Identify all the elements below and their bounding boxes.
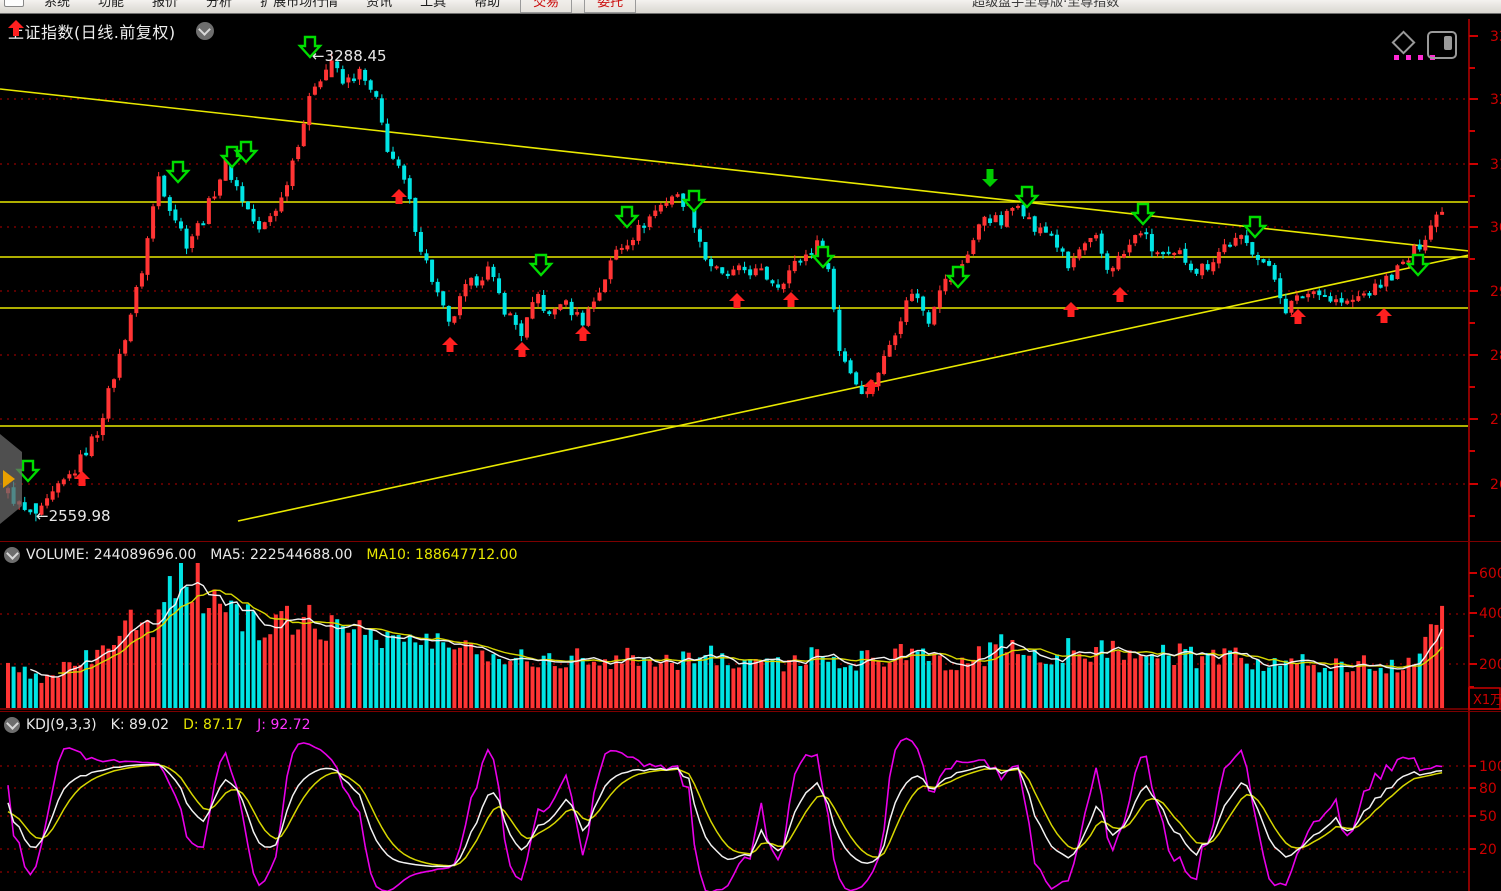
volume-header: VOLUME: 244089696.00 MA5: 222544688.00 M…: [4, 545, 531, 565]
svg-text:X1万: X1万: [1473, 693, 1501, 708]
menu-item-system[interactable]: 系统: [44, 0, 71, 10]
menu-item-help[interactable]: 帮助: [474, 0, 501, 10]
kdj-chart[interactable]: 100 80 50 20: [0, 712, 1501, 891]
kdj-collapse-icon[interactable]: [4, 717, 20, 733]
app-icon[interactable]: [4, 0, 24, 7]
menu-item-tools[interactable]: 工具: [420, 0, 447, 10]
svg-text:2700: 2700: [1490, 412, 1501, 428]
j-label: J:: [257, 717, 266, 733]
diamond-icon[interactable]: [1391, 30, 1416, 55]
svg-text:3200: 3200: [1490, 92, 1501, 108]
k-value: 89.02: [129, 717, 170, 733]
svg-text:3300: 3300: [1490, 29, 1501, 45]
menu-item-trade[interactable]: 交易: [520, 0, 573, 13]
kdj-header: KDJ(9,3,3) K: 89.02 D: 87.17 J: 92.72: [4, 715, 325, 735]
up-arrow-icon: [8, 20, 24, 36]
ma10-label: MA10:: [366, 547, 411, 563]
sidebar-collapsed-handle[interactable]: [0, 434, 22, 524]
menu-bar-title: 超级盘手至尊版·至尊指数: [972, 0, 1120, 10]
svg-text:2900: 2900: [1490, 284, 1501, 300]
svg-text:50: 50: [1479, 809, 1497, 825]
menu-item-analysis[interactable]: 分析: [206, 0, 233, 10]
ma10-value: 188647712.00: [415, 547, 518, 563]
volume-value: 244089696.00: [93, 547, 197, 563]
main-chart-panel[interactable]: 3300 3200 3100 3000 2900 2800 2700 2600 ←3288.45…: [0, 13, 1501, 541]
ma5-value: 222544688.00: [249, 547, 353, 563]
volume-collapse-icon[interactable]: [4, 547, 20, 563]
svg-text:100: 100: [1479, 759, 1501, 775]
volume-label: VOLUME:: [26, 547, 90, 563]
menu-item-quotes[interactable]: 报价: [152, 0, 179, 10]
k-label: K:: [110, 717, 125, 733]
candlestick-chart[interactable]: 3300 3200 3100 3000 2900 2800 2700 2600 ←3288.45…: [0, 13, 1501, 541]
svg-text:2600: 2600: [1490, 477, 1501, 493]
svg-text:3000: 3000: [1490, 220, 1501, 236]
d-value: 87.17: [203, 717, 244, 733]
svg-text:←3288.45: ←3288.45: [312, 47, 387, 65]
svg-text:3100: 3100: [1490, 157, 1501, 173]
svg-text:600: 600: [1479, 566, 1501, 582]
svg-text:20: 20: [1479, 842, 1497, 858]
svg-text:2800: 2800: [1490, 348, 1501, 364]
menu-item-extended[interactable]: 扩展市场行情: [260, 0, 339, 10]
kdj-panel[interactable]: 100 80 50 20 KDJ(9,3,3) K: 89.02 D: 87.17 J…: [0, 711, 1501, 891]
kdj-name-label: KDJ(9,3,3): [26, 717, 97, 733]
menu-item-function[interactable]: 功能: [98, 0, 125, 10]
menu-bar: 系统 功能 报价 分析 扩展市场行情 资讯 工具 帮助 交易 委托 超级盘手至尊…: [0, 0, 1501, 14]
menu-item-broker[interactable]: 委托: [584, 0, 637, 13]
svg-text:400: 400: [1479, 606, 1501, 622]
volume-chart[interactable]: 600 400 200 X1万: [0, 542, 1501, 711]
svg-text:←2559.98: ←2559.98: [36, 507, 111, 525]
main-chart-header: 上证指数(日线.前复权): [8, 19, 214, 43]
volume-panel[interactable]: 600 400 200 X1万 VOLUME: 244089696.00 MA5: 2…: [0, 541, 1501, 712]
d-label: D:: [183, 717, 199, 733]
collapse-chevron-icon[interactable]: [195, 22, 214, 40]
panel-toggle-icon[interactable]: [1427, 31, 1457, 59]
flap-arrow-icon: [3, 470, 15, 488]
menu-item-news[interactable]: 资讯: [366, 0, 393, 10]
svg-text:80: 80: [1479, 781, 1497, 797]
chart-title: 上证指数(日线.前复权): [8, 23, 176, 42]
j-value: 92.72: [270, 717, 311, 733]
ma5-label: MA5:: [210, 547, 246, 563]
svg-text:200: 200: [1479, 657, 1501, 673]
